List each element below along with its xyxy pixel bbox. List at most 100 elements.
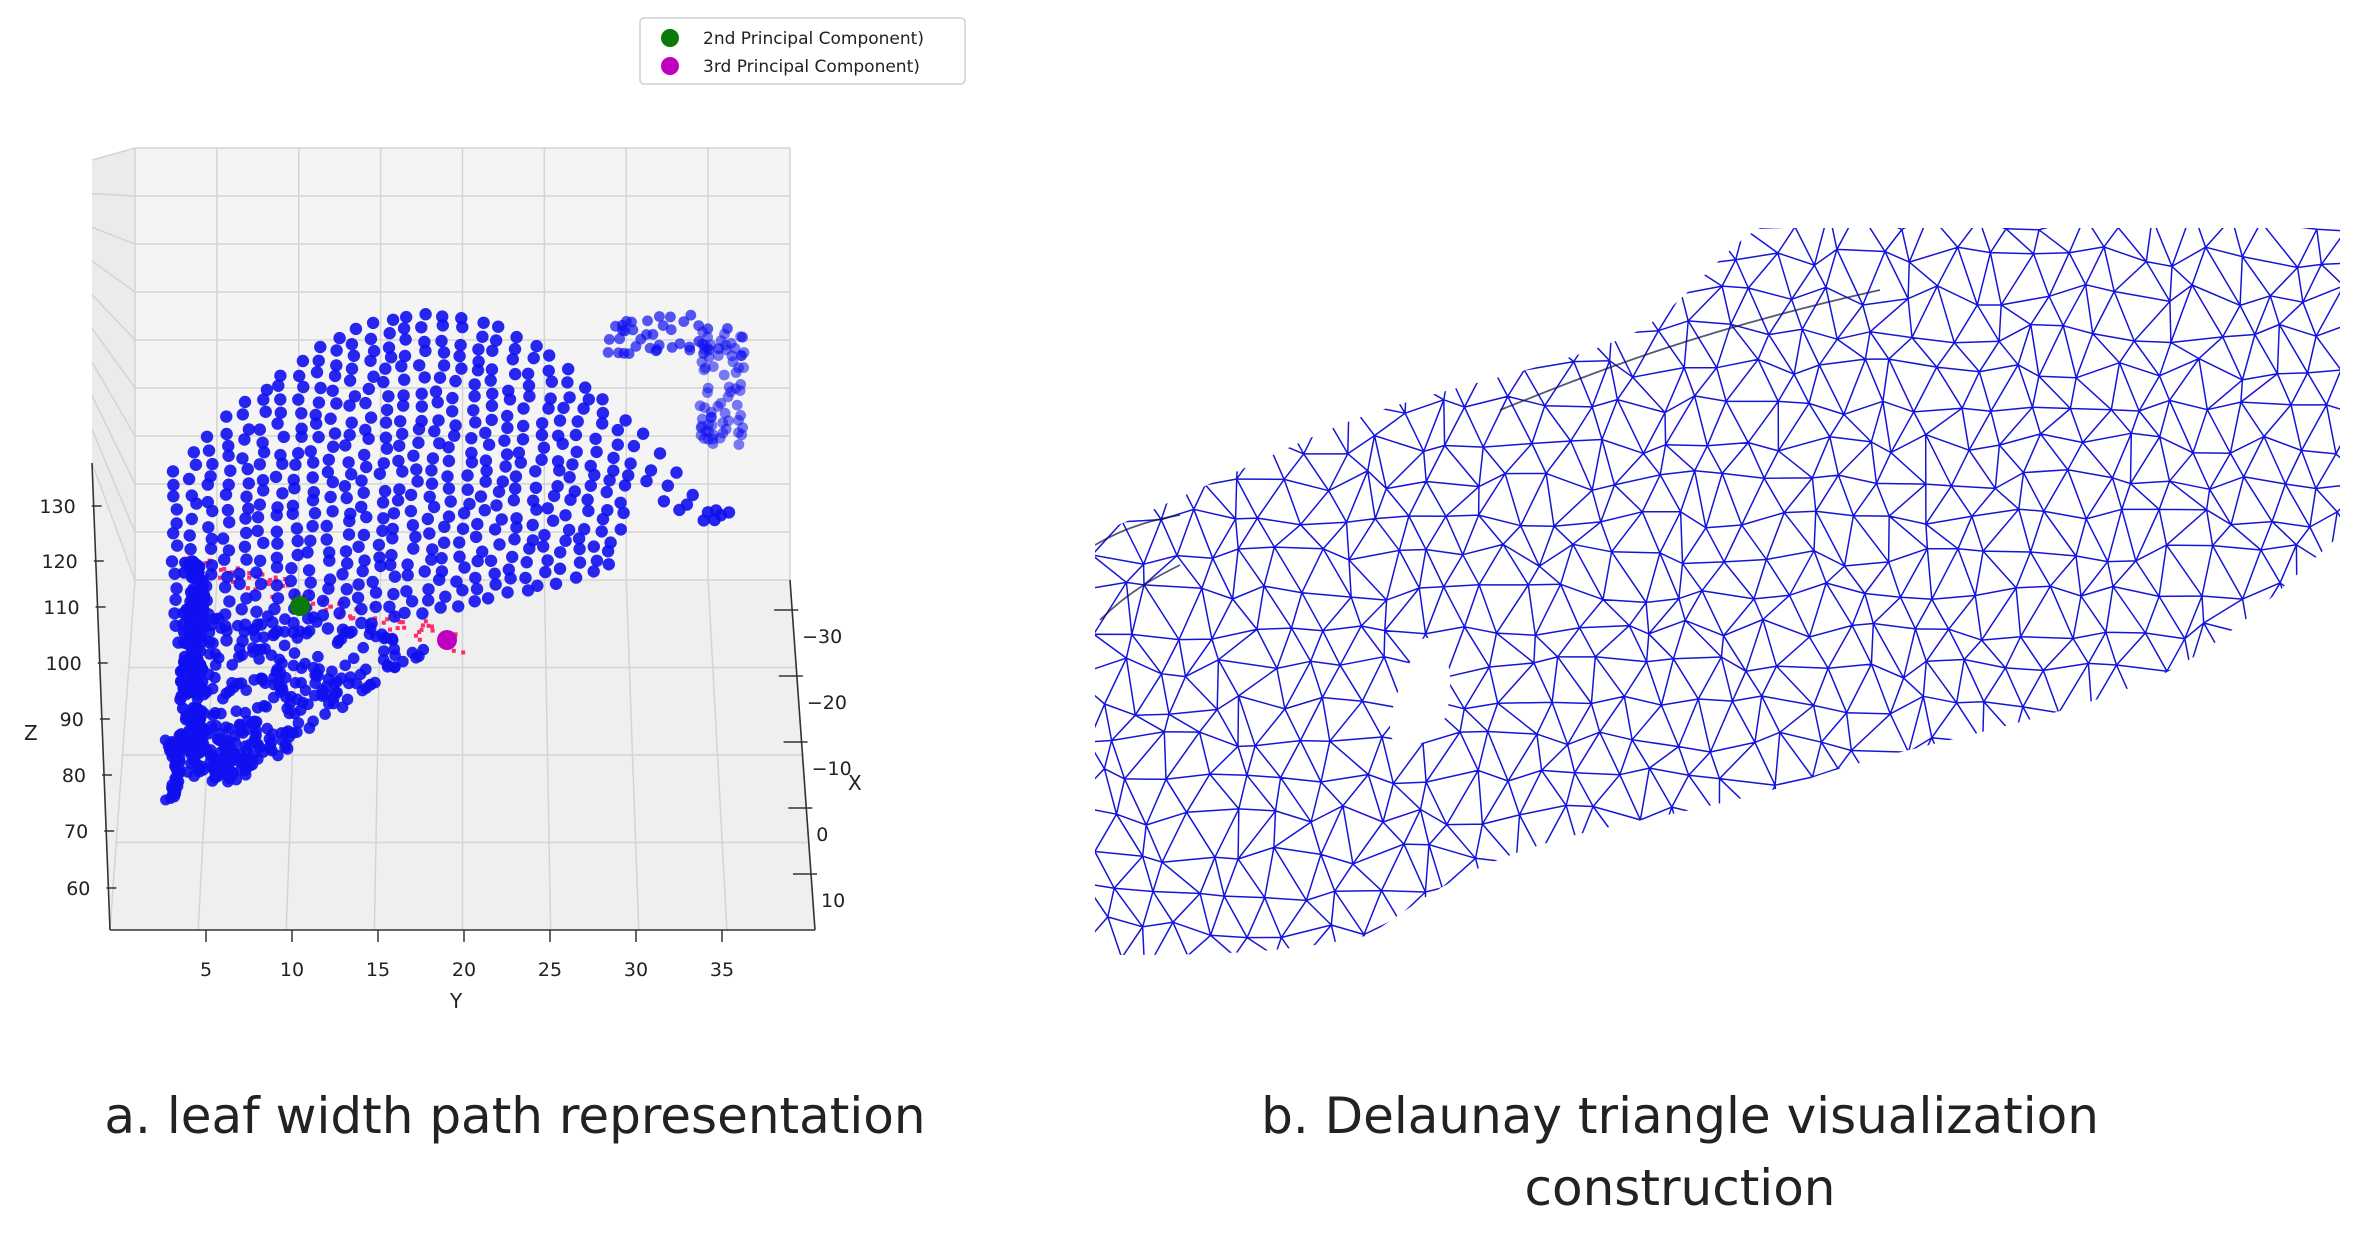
data-point bbox=[225, 771, 237, 783]
data-point bbox=[257, 484, 270, 497]
data-point bbox=[569, 571, 583, 584]
data-point bbox=[553, 414, 567, 427]
data-point bbox=[304, 576, 317, 589]
data-point bbox=[196, 663, 209, 676]
data-point bbox=[343, 428, 356, 442]
data-point bbox=[554, 546, 567, 559]
data-point bbox=[184, 543, 197, 556]
data-point bbox=[573, 556, 587, 569]
point-cloud bbox=[159, 308, 750, 806]
path-point bbox=[429, 624, 434, 629]
data-point bbox=[468, 595, 481, 608]
data-point bbox=[401, 569, 414, 582]
data-point bbox=[206, 682, 219, 695]
data-point bbox=[352, 578, 365, 591]
data-point bbox=[279, 613, 291, 625]
y-tick-label: 25 bbox=[538, 959, 562, 981]
data-point bbox=[456, 522, 470, 535]
data-point bbox=[526, 518, 539, 532]
data-point bbox=[543, 349, 556, 362]
data-point bbox=[328, 369, 342, 383]
data-point bbox=[272, 379, 285, 392]
data-point bbox=[336, 701, 349, 714]
data-point bbox=[339, 439, 352, 452]
legend-frame bbox=[639, 17, 966, 85]
data-point bbox=[253, 653, 265, 665]
data-point bbox=[312, 650, 324, 663]
data-point bbox=[250, 724, 262, 737]
data-point bbox=[236, 452, 249, 465]
grid-line bbox=[91, 226, 136, 245]
data-point bbox=[369, 676, 381, 689]
data-point bbox=[529, 465, 542, 478]
data-point bbox=[419, 308, 432, 321]
data-point bbox=[357, 486, 370, 499]
caption-a: a. leaf width path representation bbox=[104, 1087, 926, 1145]
data-point bbox=[541, 554, 554, 567]
data-point bbox=[382, 390, 395, 403]
data-point bbox=[396, 465, 409, 478]
data-point bbox=[257, 536, 270, 550]
path-point bbox=[222, 566, 227, 571]
data-point bbox=[230, 705, 243, 717]
data-point bbox=[665, 311, 676, 323]
data-point bbox=[200, 430, 214, 443]
data-point bbox=[343, 374, 357, 387]
data-point bbox=[242, 502, 255, 515]
data-point bbox=[551, 455, 565, 468]
data-point bbox=[320, 519, 333, 533]
data-point bbox=[183, 529, 196, 542]
data-point bbox=[508, 533, 521, 546]
z-tick-label: 70 bbox=[64, 821, 88, 843]
data-point bbox=[541, 502, 554, 515]
data-point bbox=[294, 704, 307, 716]
path-point bbox=[268, 577, 273, 582]
data-point bbox=[522, 379, 536, 392]
data-point bbox=[322, 453, 335, 466]
data-point bbox=[253, 554, 267, 567]
grid-line bbox=[91, 429, 136, 533]
data-point bbox=[193, 719, 206, 731]
data-point bbox=[233, 651, 245, 663]
data-point bbox=[435, 334, 448, 348]
data-point bbox=[174, 693, 187, 706]
data-point bbox=[330, 397, 343, 410]
data-point bbox=[220, 427, 233, 441]
data-point bbox=[235, 603, 248, 616]
data-point bbox=[262, 610, 274, 622]
data-point bbox=[384, 558, 397, 572]
data-point bbox=[387, 587, 400, 601]
data-point bbox=[441, 470, 454, 483]
data-point bbox=[410, 652, 422, 664]
data-point bbox=[373, 467, 386, 480]
data-point bbox=[569, 428, 583, 442]
data-point bbox=[286, 507, 299, 520]
data-point bbox=[438, 520, 451, 533]
data-point bbox=[735, 350, 747, 362]
data-point bbox=[627, 439, 641, 453]
data-point bbox=[397, 389, 410, 402]
data-point bbox=[283, 707, 296, 720]
data-point bbox=[212, 612, 225, 625]
data-point bbox=[449, 419, 462, 432]
path-point bbox=[260, 572, 265, 577]
data-point bbox=[378, 645, 390, 657]
data-point bbox=[404, 488, 418, 502]
grid-line bbox=[91, 395, 136, 485]
data-point bbox=[364, 332, 378, 346]
data-point bbox=[419, 344, 432, 358]
marker-3rd-principal-component bbox=[437, 630, 457, 650]
data-point bbox=[520, 556, 533, 569]
data-point bbox=[221, 503, 235, 517]
data-point bbox=[602, 347, 614, 358]
data-point bbox=[209, 648, 221, 660]
data-point bbox=[619, 414, 632, 427]
data-point bbox=[521, 367, 535, 380]
path-point bbox=[218, 567, 223, 572]
data-point bbox=[636, 427, 650, 440]
data-point bbox=[217, 692, 229, 705]
data-point bbox=[357, 641, 370, 654]
grid-line bbox=[91, 294, 136, 341]
data-point bbox=[379, 431, 393, 444]
data-point bbox=[578, 523, 591, 536]
